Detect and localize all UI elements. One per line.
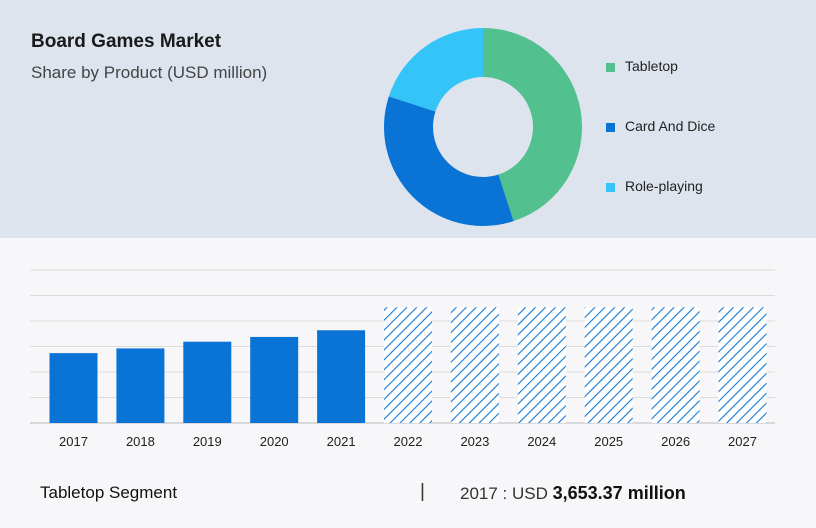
x-tick-label-2027: 2027 [728, 434, 757, 449]
legend-label-tabletop: Tabletop [625, 58, 678, 74]
donut-legend: Tabletop Card And Dice Role-playing [606, 58, 715, 238]
x-tick-label-2026: 2026 [661, 434, 690, 449]
bar-2018[interactable] [116, 348, 165, 423]
bar-2024[interactable] [517, 307, 566, 423]
bar-2027[interactable] [718, 307, 767, 423]
segment-label: Tabletop Segment [40, 483, 178, 502]
bar-chart: 2017 2018 2019 2020 2021 2022 2023 2024 2025 2026… [30, 269, 775, 449]
bar-2017[interactable] [49, 353, 98, 423]
x-tick-label-2017: 2017 [59, 434, 88, 449]
segment-value-amount: 3,653.37 million [552, 483, 686, 503]
chart-subtitle: Share by Product (USD million) [31, 63, 268, 82]
legend-label-card-and-dice: Card And Dice [625, 118, 716, 134]
donut-chart [384, 28, 582, 227]
bar-2025[interactable] [584, 307, 633, 423]
x-tick-label-2024: 2024 [527, 434, 556, 449]
legend-item-card-and-dice[interactable]: Card And Dice [606, 118, 715, 178]
x-tick-label-2018: 2018 [126, 434, 155, 449]
legend-swatch-role-playing [606, 183, 615, 192]
segment-value: 2017 : USD 3,653.37 million [460, 483, 686, 504]
x-tick-label-2021: 2021 [327, 434, 356, 449]
bar-2021[interactable] [317, 330, 366, 423]
donut-slice-card-and-dice[interactable] [384, 96, 514, 227]
legend-label-role-playing: Role-playing [625, 178, 703, 194]
donut-slice-role-playing[interactable] [388, 28, 483, 112]
legend-item-tabletop[interactable]: Tabletop [606, 58, 715, 118]
chart-title: Board Games Market [31, 31, 222, 52]
bar-2022[interactable] [384, 307, 432, 423]
bar-2020[interactable] [250, 336, 299, 423]
footer-separator: | [420, 481, 425, 502]
bar-2023[interactable] [450, 307, 499, 423]
x-tick-label-2025: 2025 [594, 434, 623, 449]
legend-swatch-card-and-dice [606, 123, 615, 132]
bar-2026[interactable] [651, 307, 700, 423]
x-tick-label-2023: 2023 [460, 434, 489, 449]
x-tick-label-2020: 2020 [260, 434, 289, 449]
bar-2019[interactable] [183, 341, 232, 423]
segment-value-prefix: 2017 : USD [460, 484, 548, 503]
legend-item-role-playing[interactable]: Role-playing [606, 178, 715, 238]
donut-slice-tabletop[interactable] [483, 28, 582, 222]
x-tick-label-2022: 2022 [394, 434, 423, 449]
legend-swatch-tabletop [606, 63, 615, 72]
x-tick-label-2019: 2019 [193, 434, 222, 449]
